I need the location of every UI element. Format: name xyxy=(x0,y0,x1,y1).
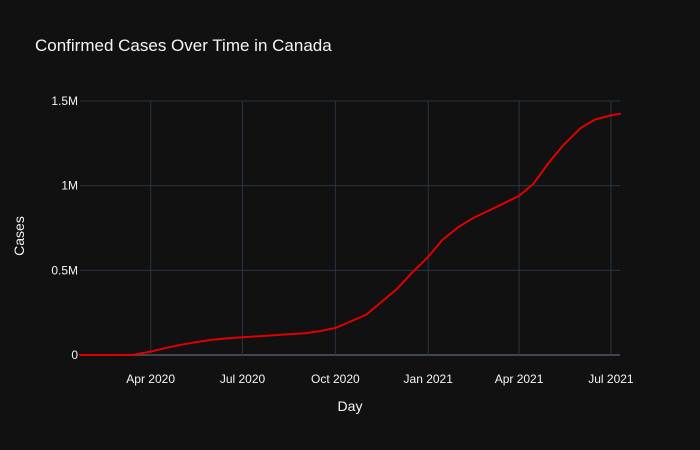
y-tick-label: 0 xyxy=(71,348,78,362)
series-layer xyxy=(79,112,621,356)
x-tick-label: Jul 2020 xyxy=(220,372,266,386)
grid xyxy=(80,100,620,356)
y-tick-label: 1.5M xyxy=(51,94,78,108)
y-tick-label: 0.5M xyxy=(51,263,78,277)
x-tick-label: Apr 2020 xyxy=(126,372,175,386)
x-tick-label: Jul 2021 xyxy=(588,372,634,386)
x-tick-label: Apr 2021 xyxy=(495,372,544,386)
x-tick-label: Jan 2021 xyxy=(404,372,454,386)
y-axis-title: Cases xyxy=(11,216,27,256)
chart-title: Confirmed Cases Over Time in Canada xyxy=(35,36,332,55)
x-axis-title: Day xyxy=(338,398,363,414)
x-tick-label: Oct 2020 xyxy=(311,372,360,386)
series-line xyxy=(79,112,621,356)
x-axis-ticks: Apr 2020 Jul 2020 Oct 2020 Jan 2021 Apr 2021… xyxy=(126,372,634,386)
y-tick-label: 1M xyxy=(61,179,78,193)
y-axis-ticks: 0 0.5M 1M 1.5M xyxy=(51,94,78,362)
